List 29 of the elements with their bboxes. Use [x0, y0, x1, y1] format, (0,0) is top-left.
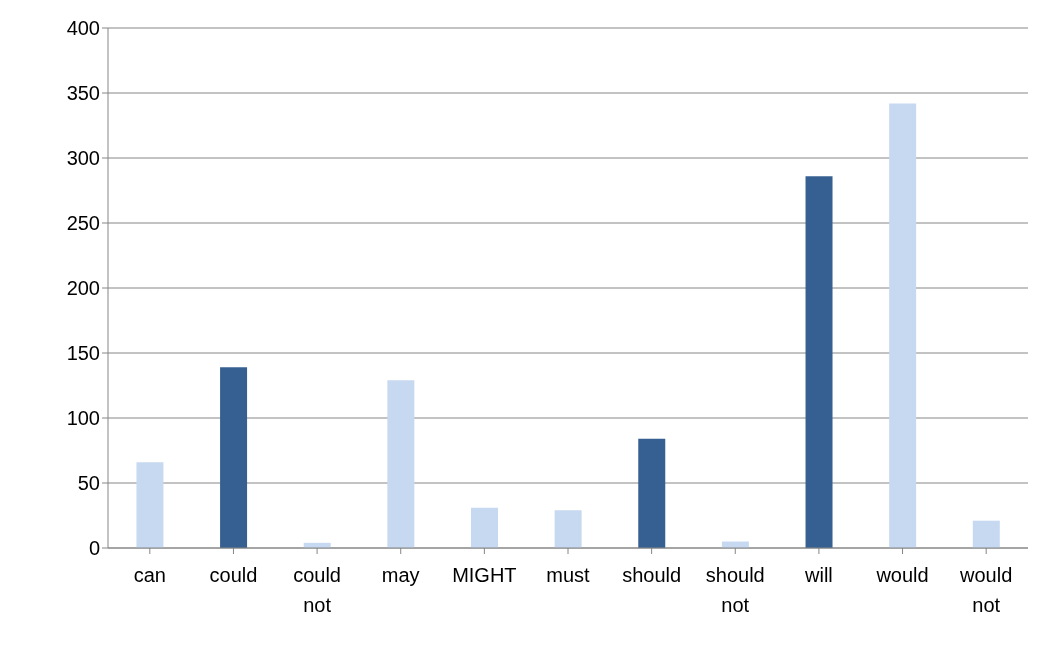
y-tick-label: 150 — [66, 342, 100, 365]
x-tick-label: would not — [959, 564, 1013, 616]
y-tick-label: 350 — [66, 82, 100, 105]
x-tick-label: would — [875, 564, 929, 586]
y-tick-label: 200 — [66, 277, 100, 300]
y-tick-label: 0 — [88, 537, 100, 560]
bar — [136, 462, 164, 548]
bar — [220, 367, 248, 548]
x-tick-label: can — [133, 564, 166, 586]
x-tick-label: should not — [705, 564, 765, 616]
x-tick-label: could — [209, 564, 258, 586]
bar — [470, 507, 498, 548]
bar — [554, 510, 582, 548]
x-tick-label: must — [546, 564, 591, 586]
y-tick-label: 250 — [66, 212, 100, 235]
x-tick-label: should — [622, 564, 682, 586]
y-tick-label: 50 — [77, 472, 100, 495]
bar — [638, 438, 666, 548]
y-tick-label: 100 — [66, 407, 100, 430]
x-tick-label: will — [804, 564, 833, 586]
bar — [972, 520, 1000, 548]
bar — [805, 176, 833, 548]
y-tick-label: 400 — [66, 17, 100, 40]
x-tick-label: may — [381, 564, 420, 586]
bar — [889, 103, 917, 548]
bar — [387, 380, 415, 548]
x-tick-label: could not — [293, 564, 341, 616]
x-tick-label: MIGHT — [452, 564, 517, 586]
y-tick-label: 300 — [66, 147, 100, 170]
